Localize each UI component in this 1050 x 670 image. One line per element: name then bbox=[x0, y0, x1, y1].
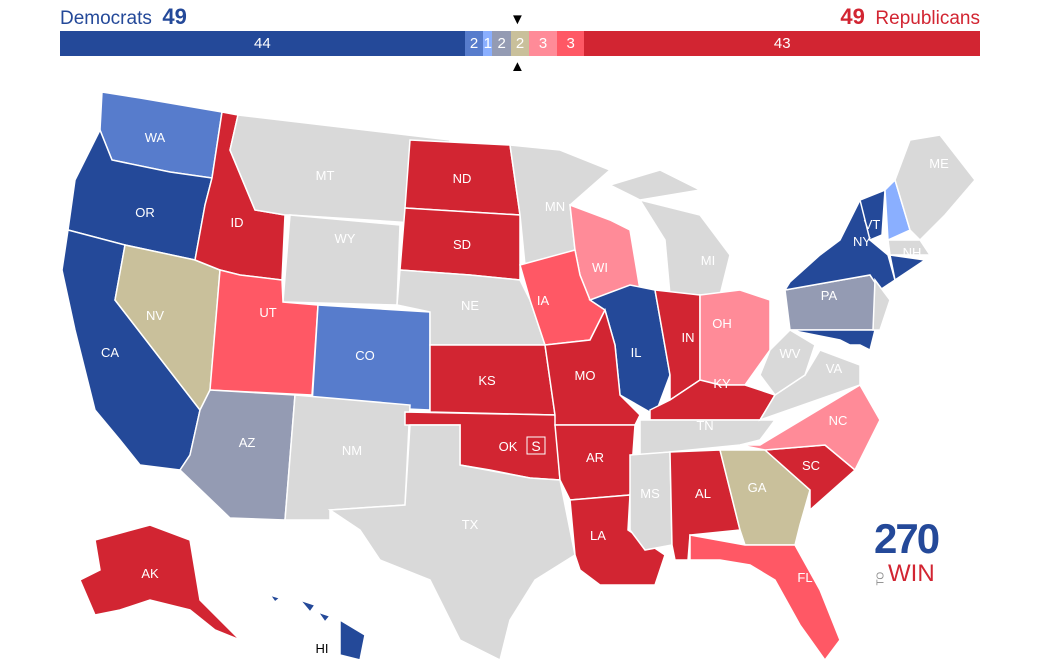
state-label-mt: MT bbox=[316, 168, 335, 183]
state-vt[interactable] bbox=[859, 188, 886, 242]
majority-marker-down-icon: ▼ bbox=[510, 11, 525, 28]
state-label-sc: SC bbox=[802, 458, 820, 473]
democrats-total: Democrats 49 bbox=[60, 4, 187, 30]
rep-count: 49 bbox=[840, 4, 865, 29]
state-hi[interactable] bbox=[268, 593, 282, 604]
state-mi[interactable] bbox=[607, 169, 703, 201]
state-label-va: VA bbox=[826, 361, 843, 376]
state-label-ia: IA bbox=[537, 293, 550, 308]
state-label-or: OR bbox=[135, 205, 155, 220]
state-label-ca: CA bbox=[101, 345, 119, 360]
state-label-hi: HI bbox=[316, 641, 329, 656]
bar-segment-lean_d: 1 bbox=[483, 31, 493, 56]
state-label-pa: PA bbox=[821, 288, 838, 303]
state-label-ar: AR bbox=[586, 450, 604, 465]
state-label-az: AZ bbox=[239, 435, 256, 450]
state-label-mi: MI bbox=[701, 253, 715, 268]
state-label-co: CO bbox=[355, 348, 375, 363]
state-hi[interactable] bbox=[339, 618, 366, 661]
state-label-fl: FL bbox=[797, 570, 812, 585]
bar-segment-safe_r: 43 bbox=[584, 31, 980, 56]
state-label-nm: NM bbox=[342, 443, 362, 458]
state-label-ut: UT bbox=[259, 305, 276, 320]
state-label-ny: NY bbox=[853, 234, 871, 249]
state-tx[interactable] bbox=[327, 424, 576, 662]
state-tn[interactable] bbox=[639, 419, 777, 456]
state-label-ak: AK bbox=[141, 566, 159, 581]
bar-segment-likely_d: 2 bbox=[464, 31, 484, 56]
state-wy[interactable] bbox=[282, 214, 401, 306]
state-label-nc: NC bbox=[829, 413, 848, 428]
majority-marker-up-icon: ▲ bbox=[510, 58, 525, 75]
state-mo[interactable] bbox=[544, 307, 641, 426]
state-me[interactable] bbox=[894, 134, 976, 242]
state-label-il: IL bbox=[631, 345, 642, 360]
bar-segment-lean_r: 3 bbox=[529, 31, 557, 56]
state-label-wi: WI bbox=[592, 260, 608, 275]
state-label-sd: SD bbox=[453, 237, 471, 252]
state-oh[interactable] bbox=[699, 289, 771, 386]
state-hi[interactable] bbox=[297, 598, 317, 614]
state-label-ky: KY bbox=[713, 376, 731, 391]
dem-label: Democrats bbox=[60, 8, 152, 29]
state-label-vt: VT bbox=[864, 217, 881, 232]
state-label-wa: WA bbox=[145, 130, 166, 145]
state-label-ok: OK bbox=[499, 439, 518, 454]
seat-balance-bar: 44 2 1 2 2 3 3 43 bbox=[60, 31, 980, 56]
state-label-me: ME bbox=[929, 156, 949, 171]
270towin-logo: 270 TOWIN bbox=[874, 515, 940, 588]
republicans-total: 49 Republicans bbox=[840, 4, 980, 30]
state-label-nd: ND bbox=[453, 171, 472, 186]
bar-segment-safe_d: 44 bbox=[60, 31, 465, 56]
state-label-la: LA bbox=[590, 528, 606, 543]
state-label-mo: MO bbox=[575, 368, 596, 383]
state-mi[interactable] bbox=[638, 198, 731, 296]
state-ma[interactable] bbox=[887, 239, 932, 256]
state-ct[interactable] bbox=[889, 254, 928, 282]
state-ak[interactable] bbox=[79, 524, 241, 641]
state-nj[interactable] bbox=[872, 277, 891, 331]
state-label-mn: MN bbox=[545, 199, 565, 214]
bar-segment-tilt: 2 bbox=[492, 31, 511, 56]
state-label-ga: GA bbox=[748, 480, 767, 495]
state-label-wv: WV bbox=[780, 346, 801, 361]
state-nc[interactable] bbox=[739, 383, 881, 472]
state-label-wy: WY bbox=[335, 231, 356, 246]
state-fl[interactable] bbox=[689, 534, 841, 662]
state-label-id: ID bbox=[231, 215, 244, 230]
rep-label: Republicans bbox=[875, 8, 980, 29]
state-label-ks: KS bbox=[478, 373, 496, 388]
special-election-badge bbox=[526, 436, 546, 455]
special-election-badge-label: S bbox=[531, 438, 540, 454]
bar-segment-likely_r: 3 bbox=[556, 31, 585, 56]
state-hi[interactable] bbox=[316, 610, 332, 624]
state-label-nv: NV bbox=[146, 308, 164, 323]
state-label-tn: TN bbox=[696, 418, 713, 433]
bar-segment-tossup: 2 bbox=[510, 31, 530, 56]
state-ms[interactable] bbox=[629, 451, 673, 551]
state-label-tx: TX bbox=[462, 517, 479, 532]
state-label-ne: NE bbox=[461, 298, 479, 313]
state-label-ms: MS bbox=[640, 486, 660, 501]
state-label-nh: NH bbox=[903, 245, 922, 260]
dem-count: 49 bbox=[162, 4, 187, 29]
state-label-oh: OH bbox=[712, 316, 732, 331]
state-label-al: AL bbox=[695, 486, 711, 501]
state-label-in: IN bbox=[682, 330, 695, 345]
